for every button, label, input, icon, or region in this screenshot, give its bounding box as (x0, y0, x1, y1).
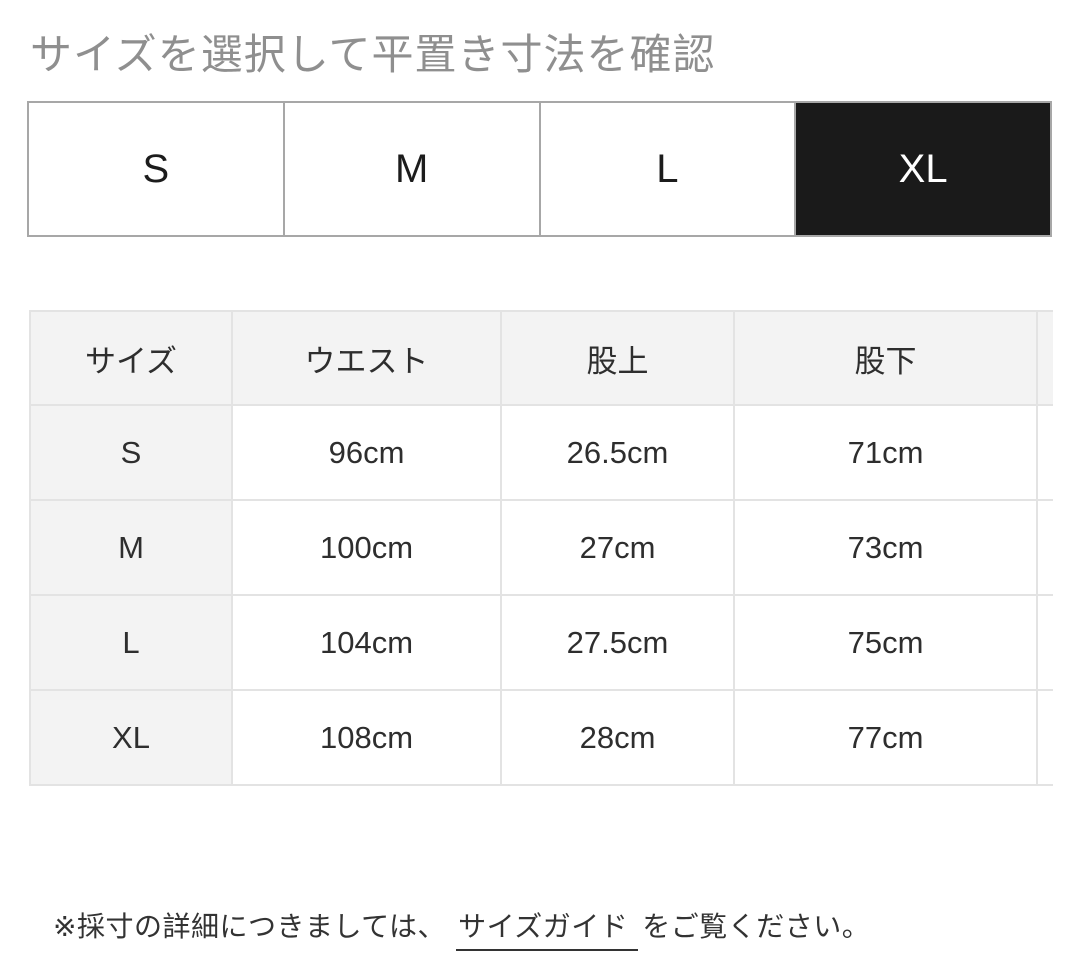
measurement-footnote: ※採寸の詳細につきましては、 サイズガイド をご覧ください。 (53, 905, 870, 951)
footnote-prefix: ※採寸の詳細につきましては、 (53, 911, 447, 942)
table-row-s: S 96cm 26.5cm 71cm (29, 404, 1053, 501)
clipped-cell (1036, 499, 1053, 596)
inseam-value: 77cm (733, 689, 1038, 786)
waist-value: 108cm (231, 689, 502, 786)
waist-value: 96cm (231, 404, 502, 501)
size-tab-xl[interactable]: XL (794, 101, 1052, 237)
clipped-cell (1036, 404, 1053, 501)
size-tab-m[interactable]: M (282, 101, 541, 237)
rise-value: 27.5cm (500, 594, 735, 691)
size-tab-s[interactable]: S (27, 101, 285, 237)
row-size-label: XL (29, 689, 233, 786)
size-guide-link[interactable]: サイズガイド (456, 905, 639, 951)
table-row-xl: XL 108cm 28cm 77cm (29, 689, 1053, 786)
inseam-value: 71cm (733, 404, 1038, 501)
clipped-cell (1036, 689, 1053, 786)
column-header-inseam: 股下 (733, 310, 1038, 406)
size-selector: S M L XL (27, 101, 1052, 237)
row-size-label: L (29, 594, 233, 691)
column-header-rise: 股上 (500, 310, 735, 406)
clipped-cell (1036, 594, 1053, 691)
table-header-row: サイズ ウエスト 股上 股下 (29, 310, 1053, 406)
column-header-clipped (1036, 310, 1053, 406)
measurement-table: サイズ ウエスト 股上 股下 S 96cm 26.5cm 71cm M 10 (29, 310, 1053, 786)
waist-value: 104cm (231, 594, 502, 691)
row-size-label: S (29, 404, 233, 501)
rise-value: 27cm (500, 499, 735, 596)
row-size-label: M (29, 499, 233, 596)
footnote-suffix: をご覧ください。 (642, 911, 871, 942)
size-tab-l[interactable]: L (538, 101, 797, 237)
table-row-l: L 104cm 27.5cm 75cm (29, 594, 1053, 691)
inseam-value: 73cm (733, 499, 1038, 596)
page-title: サイズを選択して平置き寸法を確認 (30, 31, 716, 78)
inseam-value: 75cm (733, 594, 1038, 691)
table-row-m: M 100cm 27cm 73cm (29, 499, 1053, 596)
waist-value: 100cm (231, 499, 502, 596)
column-header-size: サイズ (29, 310, 233, 406)
measurement-table-container: サイズ ウエスト 股上 股下 S 96cm 26.5cm 71cm M 10 (29, 310, 1053, 796)
column-header-waist: ウエスト (231, 310, 502, 406)
rise-value: 26.5cm (500, 404, 735, 501)
rise-value: 28cm (500, 689, 735, 786)
